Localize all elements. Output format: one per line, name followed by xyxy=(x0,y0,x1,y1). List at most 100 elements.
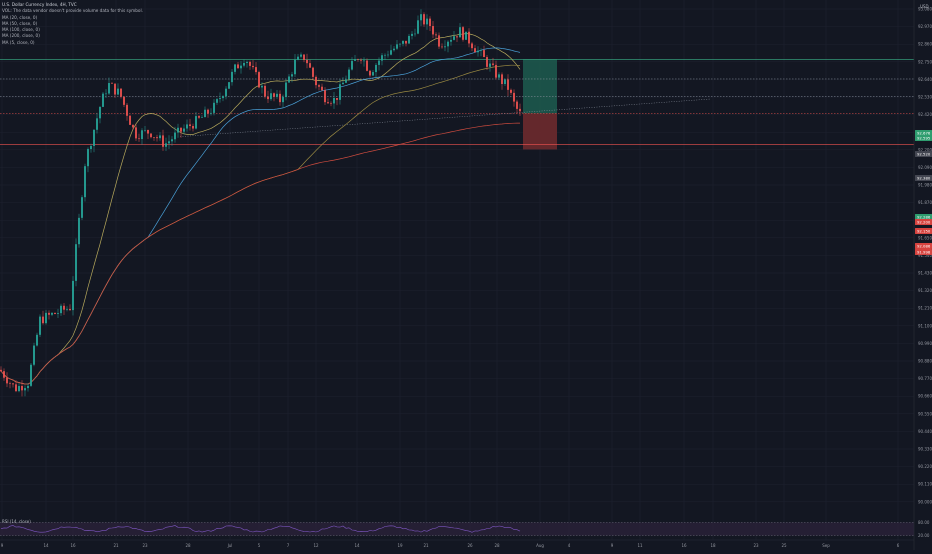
candle-body xyxy=(471,43,473,49)
candle-body xyxy=(333,97,335,104)
candle-body xyxy=(192,125,194,129)
candle-body xyxy=(99,106,101,119)
candle-body xyxy=(267,96,269,100)
candle-body xyxy=(462,27,464,40)
x-axis-tick-label: 21 xyxy=(423,543,429,548)
y-axis-tick-label: 92.200 xyxy=(918,147,932,152)
candle-body xyxy=(432,26,434,35)
candle-body xyxy=(219,98,221,100)
candle-body xyxy=(87,149,89,167)
candle-body xyxy=(222,96,224,99)
indicator-ma50[interactable]: MA (50, close, 0) xyxy=(2,20,38,26)
candle-body xyxy=(84,166,86,198)
x-axis-tick-label: 4 xyxy=(568,543,571,548)
candle-body xyxy=(492,63,494,65)
candle-body xyxy=(480,50,482,51)
x-axis-tick-label: 23 xyxy=(142,543,148,548)
candle-body xyxy=(171,139,173,142)
price-tag xyxy=(915,243,932,249)
candle-body xyxy=(354,59,356,61)
candle-body xyxy=(72,280,74,311)
candle-body xyxy=(150,133,152,138)
x-axis-tick-label: 23 xyxy=(753,543,759,548)
candle-body xyxy=(18,386,20,392)
candle-body xyxy=(63,305,65,310)
price-tag xyxy=(915,130,932,136)
candle-body xyxy=(198,116,200,118)
stop-loss-zone xyxy=(523,113,557,150)
candle-body xyxy=(213,102,215,113)
candle-body xyxy=(459,27,461,38)
candle-body xyxy=(420,14,422,21)
candle-body xyxy=(120,88,122,97)
ma20-line xyxy=(0,33,521,385)
candle-body xyxy=(318,85,320,87)
price-tag xyxy=(915,228,932,234)
indicator-ma200[interactable]: MA (200, close, 0) xyxy=(2,33,40,39)
candle-body xyxy=(411,33,413,36)
symbol-title[interactable]: U.S. Dollar Currency Index, 4H, TVC xyxy=(2,2,77,7)
candle-body xyxy=(78,217,80,245)
x-axis-tick-label: 26 xyxy=(467,543,473,548)
candle-body xyxy=(117,88,119,95)
indicator-ma100[interactable]: MA (100, close, 0) xyxy=(2,27,40,33)
candle-body xyxy=(114,83,116,95)
candle-body xyxy=(390,50,392,55)
y-axis-tick-label: 90.770 xyxy=(918,376,932,381)
x-axis-tick-label: 18 xyxy=(710,543,716,548)
candle-body xyxy=(177,127,179,133)
x-axis-tick-label: 21 xyxy=(113,543,119,548)
candle-body xyxy=(477,50,479,53)
price-tag-label: 91.998 xyxy=(917,250,931,255)
candle-body xyxy=(69,308,71,311)
x-axis-tick-label: 7 xyxy=(287,543,290,548)
candle-body xyxy=(108,83,110,94)
y-axis-tick-label: 90.990 xyxy=(918,341,932,346)
candle-body xyxy=(423,14,425,25)
candle-body xyxy=(237,64,239,69)
candle-body xyxy=(447,41,449,47)
candle-body xyxy=(228,82,230,89)
candle-body xyxy=(111,83,113,84)
indicator-ma5[interactable]: MA (5, close, 0) xyxy=(2,39,35,45)
y-axis-tick-label: 92.090 xyxy=(918,165,932,170)
price-tag-label: 92.380 xyxy=(917,176,931,181)
candles xyxy=(0,9,521,397)
candle-body xyxy=(54,312,56,314)
candle-body xyxy=(39,316,41,335)
grid xyxy=(0,0,914,540)
candle-body xyxy=(378,60,380,65)
candle-body xyxy=(393,48,395,51)
candle-body xyxy=(396,44,398,49)
candle-body xyxy=(45,312,47,324)
candle-body xyxy=(132,124,134,128)
candle-body xyxy=(255,67,257,73)
candle-body xyxy=(243,62,245,66)
candle-body xyxy=(294,59,296,75)
y-axis-tick-label: 90.440 xyxy=(918,429,932,434)
price-tag-label: 92.595 xyxy=(917,136,931,141)
candle-body xyxy=(36,334,38,346)
candle-body xyxy=(330,103,332,104)
candle-body xyxy=(288,76,290,83)
y-axis-tick-label: 92.750 xyxy=(918,59,932,64)
candle-body xyxy=(81,197,83,218)
candle-body xyxy=(441,46,443,48)
candle-body xyxy=(399,43,401,45)
candle-body xyxy=(387,54,389,56)
price-tag-label: 92.086 xyxy=(917,244,931,249)
candle-body xyxy=(297,56,299,60)
candle-body xyxy=(483,50,485,58)
moving-averages xyxy=(0,33,521,385)
candle-body xyxy=(264,85,266,97)
indicator-ma20[interactable]: MA (20, close, 0) xyxy=(2,14,38,20)
x-axis-tick-label: 12 xyxy=(313,543,319,548)
candle-body xyxy=(489,63,491,67)
candle-body xyxy=(186,124,188,129)
candle-body xyxy=(195,116,197,129)
candle-body xyxy=(291,74,293,77)
candle-body xyxy=(3,371,5,378)
trend-line xyxy=(179,98,711,137)
